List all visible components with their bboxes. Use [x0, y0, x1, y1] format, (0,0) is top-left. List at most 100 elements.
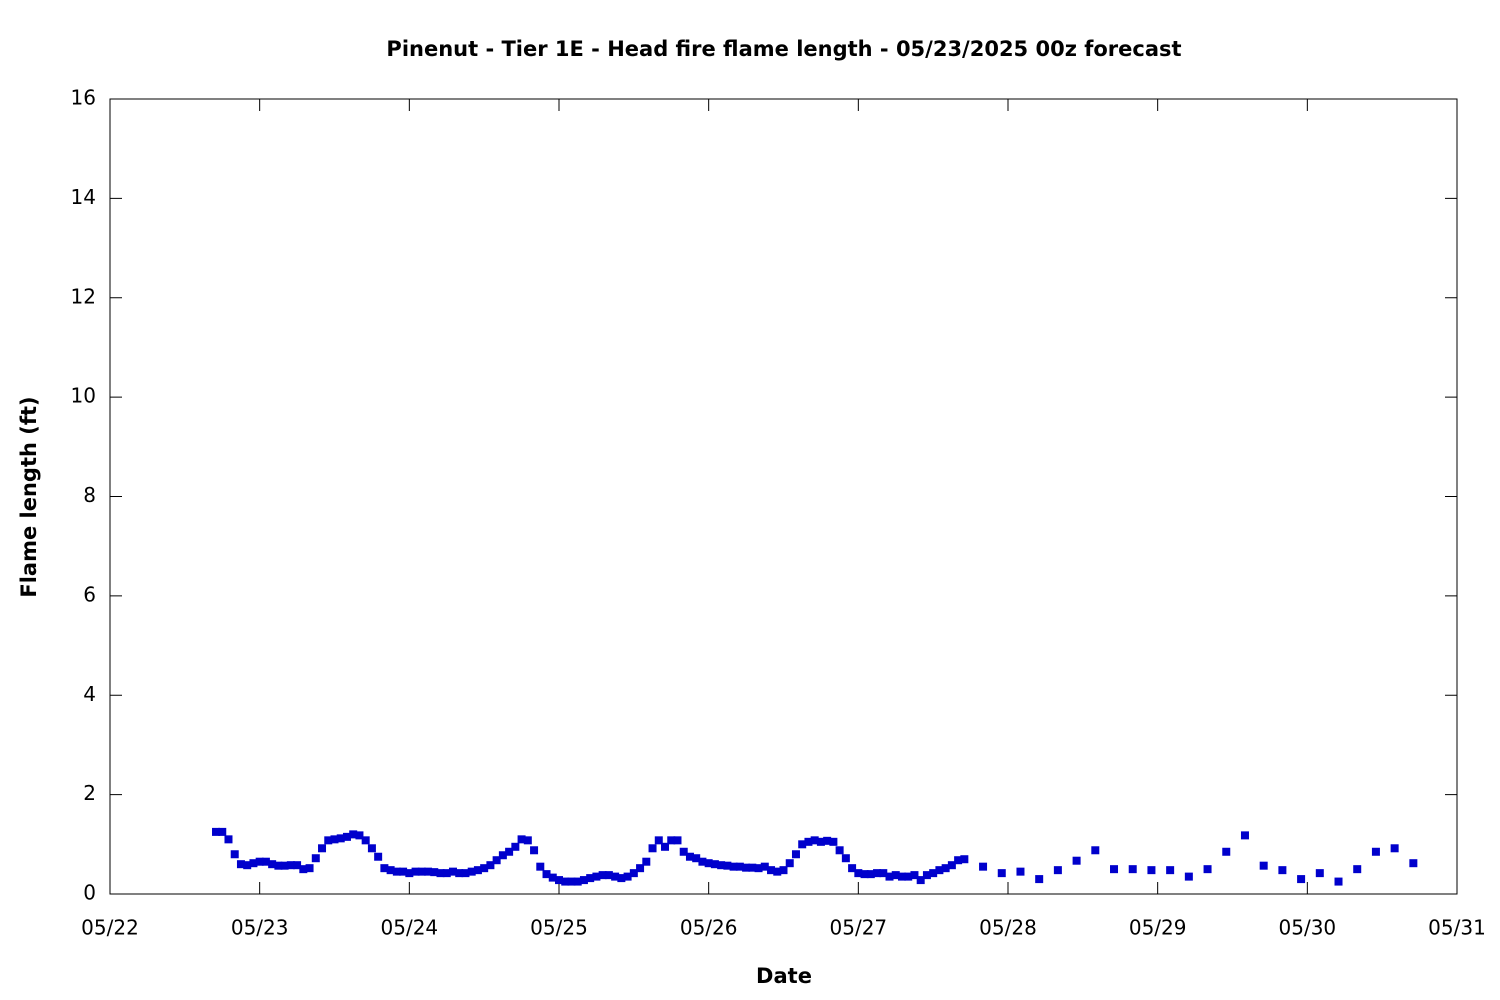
- y-tick-label: 14: [71, 185, 96, 209]
- point: [873, 869, 882, 878]
- point: [517, 835, 526, 844]
- point: [330, 835, 339, 844]
- point: [692, 854, 701, 863]
- point: [798, 840, 807, 849]
- point: [947, 861, 956, 870]
- point: [218, 827, 227, 836]
- point: [399, 867, 408, 876]
- point: [729, 862, 738, 871]
- x-tick-label: 05/22: [81, 916, 139, 940]
- point: [586, 874, 595, 883]
- point: [916, 876, 925, 885]
- point: [636, 864, 645, 873]
- point: [542, 870, 551, 879]
- point: [280, 861, 289, 870]
- point: [411, 867, 420, 876]
- point: [530, 846, 539, 855]
- point: [1240, 831, 1249, 840]
- point: [424, 867, 433, 876]
- point: [1072, 856, 1081, 865]
- y-tick-label: 0: [83, 881, 96, 905]
- point: [954, 856, 963, 865]
- point: [617, 874, 626, 883]
- point: [891, 871, 900, 880]
- point: [573, 877, 582, 886]
- y-tick-label: 2: [83, 781, 96, 805]
- point: [579, 876, 588, 885]
- point: [555, 876, 563, 885]
- y-tick-label: 4: [83, 682, 96, 706]
- point: [374, 852, 383, 861]
- point: [342, 832, 351, 841]
- point: [866, 870, 875, 879]
- point: [841, 854, 850, 863]
- point: [685, 852, 694, 861]
- point: [979, 862, 988, 871]
- point: [1390, 844, 1399, 853]
- point: [710, 860, 719, 869]
- point: [455, 869, 464, 878]
- point: [922, 871, 931, 880]
- point: [767, 866, 776, 875]
- point: [473, 866, 482, 875]
- point: [897, 872, 906, 881]
- x-tick-label: 05/24: [381, 916, 439, 940]
- point: [935, 866, 944, 875]
- point: [442, 869, 451, 878]
- point: [268, 860, 277, 869]
- point: [598, 871, 607, 880]
- y-axis-title: Flame length (ft): [17, 396, 41, 597]
- y-tick-label: 12: [71, 284, 96, 308]
- point: [941, 864, 950, 873]
- x-tick-label: 05/26: [680, 916, 738, 940]
- point: [311, 854, 320, 863]
- point: [367, 844, 376, 853]
- x-axis-title: Date: [756, 964, 812, 988]
- point: [810, 836, 819, 845]
- x-tick-label: 05/25: [530, 916, 588, 940]
- point: [505, 847, 514, 856]
- point: [929, 869, 938, 878]
- point: [561, 877, 570, 886]
- point: [1128, 865, 1137, 874]
- point: [448, 867, 457, 876]
- point: [604, 871, 613, 880]
- point: [1334, 877, 1343, 886]
- point: [467, 867, 476, 876]
- point: [380, 864, 389, 873]
- point: [324, 836, 333, 845]
- point: [960, 855, 969, 864]
- point: [405, 869, 414, 878]
- point: [511, 842, 520, 851]
- point: [1222, 847, 1231, 856]
- point: [261, 857, 270, 866]
- y-tick-label: 10: [71, 384, 96, 408]
- point: [667, 836, 676, 845]
- point: [860, 870, 869, 879]
- point: [910, 871, 919, 880]
- point: [723, 861, 732, 870]
- y-tick-label: 8: [83, 483, 96, 507]
- x-tick-label: 05/31: [1428, 916, 1486, 940]
- point: [748, 863, 757, 872]
- point: [629, 869, 638, 878]
- point: [673, 836, 682, 845]
- point: [436, 869, 445, 878]
- point: [642, 857, 651, 866]
- point: [417, 867, 426, 876]
- point: [430, 868, 439, 877]
- point: [654, 836, 663, 845]
- point: [536, 862, 545, 871]
- point: [305, 864, 314, 873]
- point: [698, 857, 707, 866]
- point: [661, 842, 670, 851]
- point: [816, 837, 825, 846]
- point: [255, 857, 264, 866]
- point: [548, 873, 557, 882]
- point: [835, 846, 844, 855]
- x-tick-label: 05/30: [1279, 916, 1337, 940]
- point: [392, 867, 401, 876]
- point: [336, 834, 345, 843]
- point: [791, 850, 800, 859]
